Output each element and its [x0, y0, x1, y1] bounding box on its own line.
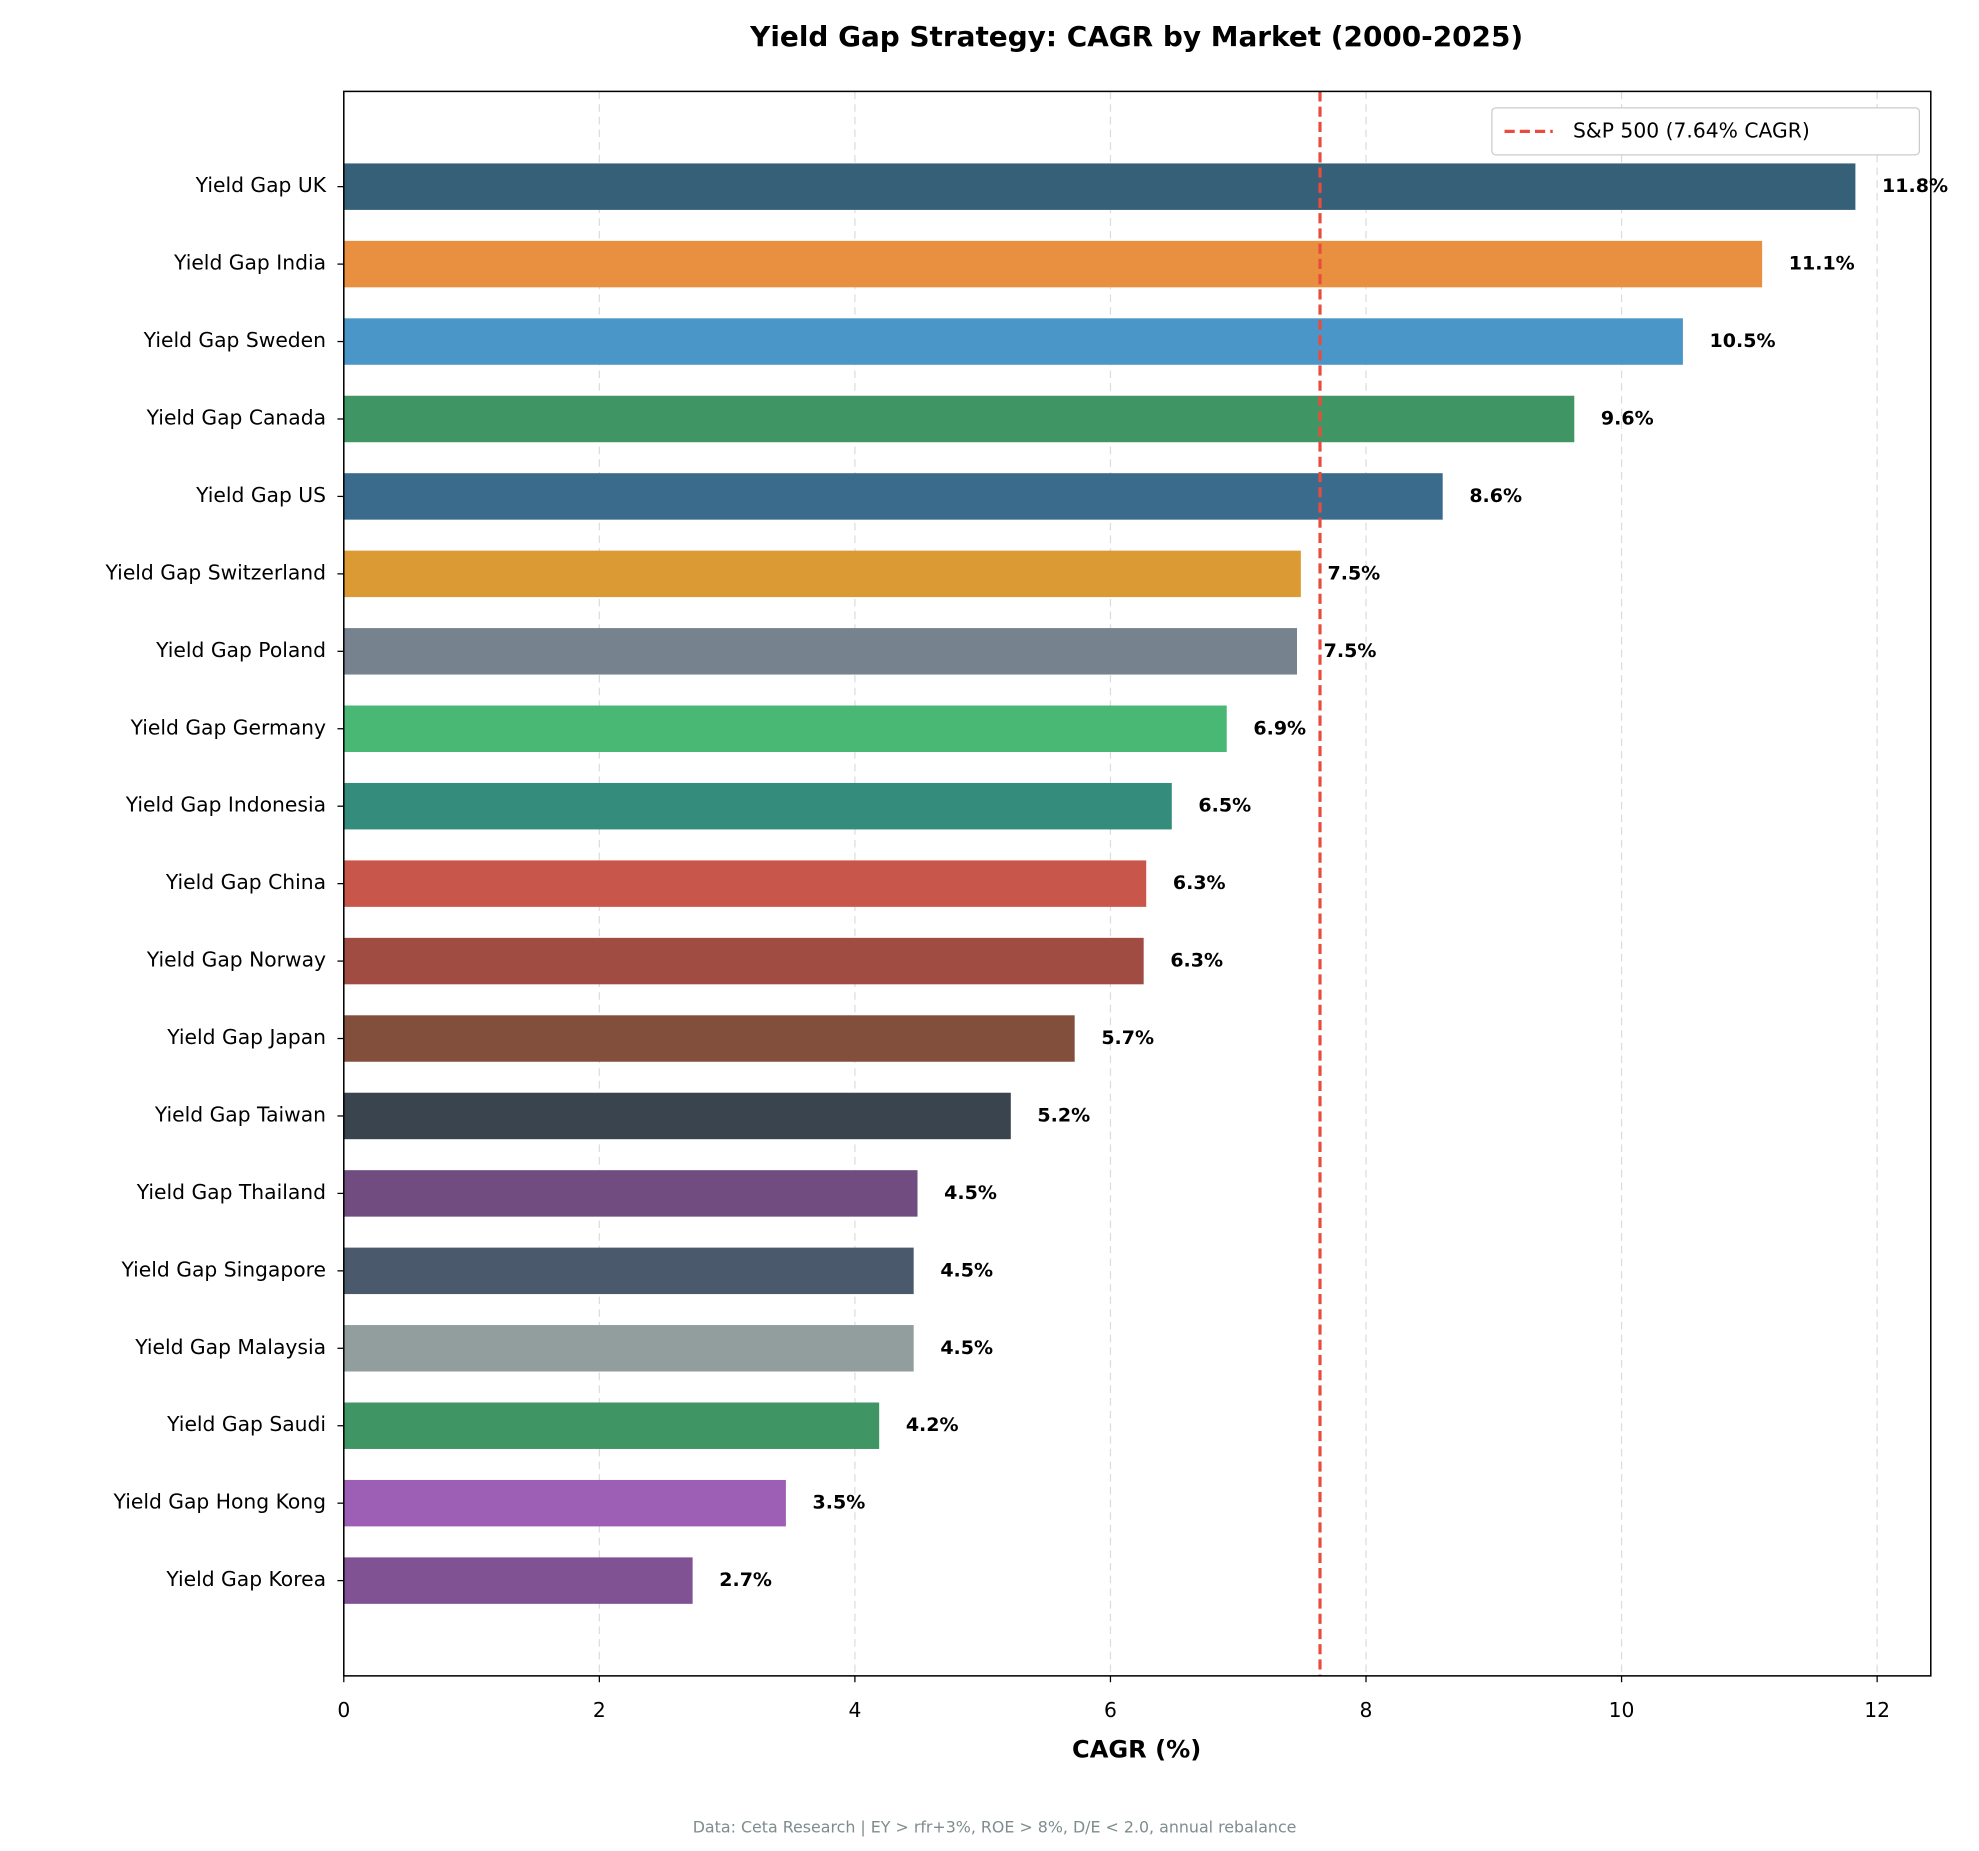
bar — [343, 1557, 693, 1604]
y-tick-label: Yield Gap Japan — [166, 1025, 326, 1049]
y-tick-label: Yield Gap Indonesia — [125, 793, 326, 817]
bar — [343, 937, 1144, 985]
y-tick-label: Yield Gap Thailand — [136, 1180, 326, 1204]
value-label: 4.2% — [906, 1414, 959, 1436]
x-tick-label: 8 — [1360, 1698, 1373, 1722]
value-label: 8.6% — [1469, 485, 1522, 507]
y-tick-label: Yield Gap Saudi — [166, 1412, 326, 1436]
bar — [343, 240, 1763, 288]
legend-label: S&P 500 (7.64% CAGR) — [1573, 118, 1810, 142]
bar — [343, 163, 1856, 210]
value-label: 2.7% — [719, 1569, 772, 1591]
value-label: 9.6% — [1601, 407, 1654, 429]
value-label: 5.2% — [1037, 1104, 1090, 1126]
y-tick-label: Yield Gap Taiwan — [154, 1102, 326, 1126]
value-label: 6.3% — [1170, 950, 1223, 972]
value-label: 4.5% — [940, 1259, 993, 1281]
legend-box — [1491, 107, 1921, 156]
value-label: 10.5% — [1710, 330, 1776, 352]
bar — [343, 860, 1147, 907]
bar — [343, 473, 1443, 520]
value-label: 11.8% — [1882, 175, 1948, 197]
y-tick-label: Yield Gap Switzerland — [105, 560, 327, 584]
value-label: 7.5% — [1327, 562, 1380, 584]
value-label: 4.5% — [944, 1182, 997, 1204]
y-tick-label: Yield Gap Germany — [130, 715, 326, 739]
y-tick-label: Yield Gap India — [173, 251, 326, 275]
value-label: 6.3% — [1173, 872, 1226, 894]
y-tick-label: Yield Gap Malaysia — [134, 1335, 326, 1359]
bar — [343, 628, 1298, 675]
y-tick-label: Yield Gap Singapore — [121, 1257, 327, 1281]
value-label: 6.5% — [1198, 795, 1251, 817]
x-axis-label: CAGR (%) — [1072, 1736, 1201, 1764]
x-tick-label: 4 — [848, 1698, 861, 1722]
y-tick-label: Yield Gap Poland — [155, 638, 326, 662]
value-label: 6.9% — [1253, 717, 1306, 739]
bar — [343, 705, 1227, 752]
x-tick-label: 12 — [1864, 1698, 1890, 1722]
y-tick-label: Yield Gap Hong Kong — [113, 1490, 326, 1514]
y-tick-label: Yield Gap UK — [195, 173, 327, 197]
chart-title: Yield Gap Strategy: CAGR by Market (2000… — [749, 20, 1523, 53]
y-tick-label: Yield Gap Sweden — [143, 328, 326, 352]
x-tick-label: 6 — [1104, 1698, 1117, 1722]
bar — [343, 782, 1172, 830]
bar — [343, 1479, 786, 1527]
bar — [343, 1247, 914, 1295]
bar — [343, 1402, 880, 1449]
bar — [343, 318, 1683, 365]
bar — [343, 550, 1301, 598]
bar — [343, 395, 1575, 443]
bar — [343, 1170, 918, 1217]
footnote: Data: Ceta Research | EY > rfr+3%, ROE >… — [693, 1818, 1297, 1837]
value-label: 5.7% — [1101, 1027, 1154, 1049]
value-label: 4.5% — [940, 1337, 993, 1359]
value-label: 3.5% — [813, 1492, 866, 1514]
y-tick-label: Yield Gap Norway — [146, 948, 326, 972]
bar — [343, 1015, 1075, 1062]
x-tick-label: 0 — [337, 1698, 350, 1722]
plot-frame — [343, 90, 1932, 1677]
y-tick-label: Yield Gap US — [195, 483, 326, 507]
value-label: 7.5% — [1324, 640, 1377, 662]
y-tick-label: Yield Gap Korea — [165, 1567, 326, 1591]
value-label: 11.1% — [1789, 253, 1855, 275]
y-tick-label: Yield Gap China — [165, 870, 326, 894]
bar — [343, 1092, 1011, 1140]
x-tick-label: 2 — [593, 1698, 606, 1722]
bar — [343, 1325, 914, 1372]
x-tick-label: 10 — [1609, 1698, 1635, 1722]
y-tick-label: Yield Gap Canada — [146, 405, 326, 429]
